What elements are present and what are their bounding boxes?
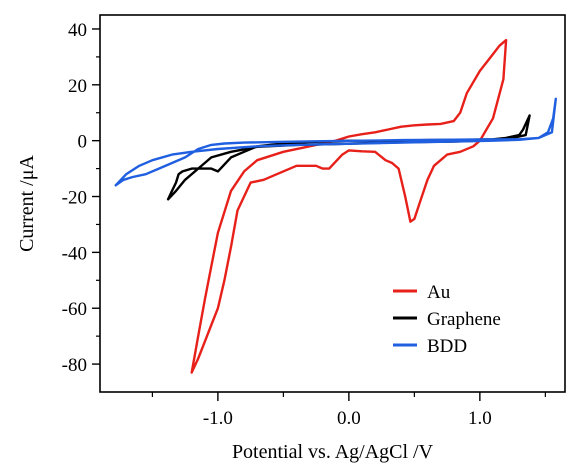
x-tick-label: -1.0 <box>203 408 233 429</box>
legend: Au Graphene BDD <box>393 282 501 357</box>
y-tick-label: -60 <box>62 299 87 320</box>
series-layer <box>114 38 557 374</box>
y-tick-label: 0 <box>78 132 88 153</box>
y-tick-label: -80 <box>62 355 87 376</box>
y-tick-label: 20 <box>68 76 87 97</box>
legend-label-au: Au <box>427 282 451 303</box>
x-tick-label: 0.0 <box>337 408 361 429</box>
y-tick-label: -20 <box>62 188 87 209</box>
x-tick-label: 1.0 <box>468 408 492 429</box>
series-line-bdd <box>114 97 557 187</box>
legend-label-bdd: BDD <box>427 336 467 357</box>
y-axis-ticks: 40 20 0 -20 -40 -60 -80 <box>62 20 100 376</box>
series-line-graphene <box>166 114 531 201</box>
x-axis-title: Potential vs. Ag/AgCl /V <box>232 441 434 463</box>
y-tick-label: -40 <box>62 243 87 264</box>
x-axis-ticks: -1.0 0.0 1.0 <box>151 392 546 429</box>
y-tick-label: 40 <box>68 20 87 41</box>
plot-frame <box>99 14 566 393</box>
y-axis-title: Current /μA <box>16 155 38 252</box>
legend-label-graphene: Graphene <box>427 309 501 330</box>
